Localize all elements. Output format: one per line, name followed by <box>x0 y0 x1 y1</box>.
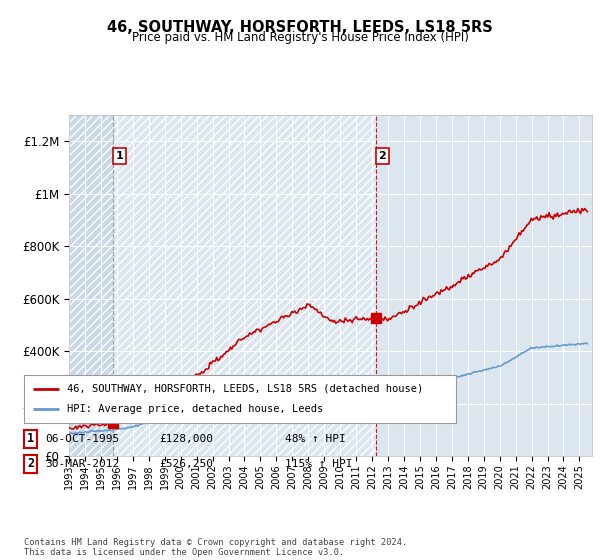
Bar <box>113 115 376 456</box>
Text: Price paid vs. HM Land Registry's House Price Index (HPI): Price paid vs. HM Land Registry's House … <box>131 31 469 44</box>
Text: £526,250: £526,250 <box>159 459 213 469</box>
Text: 1: 1 <box>116 151 124 161</box>
Text: 30-MAR-2012: 30-MAR-2012 <box>45 459 119 469</box>
Text: 2: 2 <box>379 151 386 161</box>
Text: HPI: Average price, detached house, Leeds: HPI: Average price, detached house, Leed… <box>67 404 323 414</box>
Text: 06-OCT-1995: 06-OCT-1995 <box>45 434 119 444</box>
Text: 48% ↑ HPI: 48% ↑ HPI <box>285 434 346 444</box>
Text: 115% ↑ HPI: 115% ↑ HPI <box>285 459 353 469</box>
Text: 46, SOUTHWAY, HORSFORTH, LEEDS, LS18 5RS (detached house): 46, SOUTHWAY, HORSFORTH, LEEDS, LS18 5RS… <box>67 384 424 394</box>
Bar <box>69 115 113 456</box>
Text: 1: 1 <box>27 432 34 445</box>
Text: Contains HM Land Registry data © Crown copyright and database right 2024.
This d: Contains HM Land Registry data © Crown c… <box>24 538 407 557</box>
Text: 2: 2 <box>27 458 34 470</box>
Text: 46, SOUTHWAY, HORSFORTH, LEEDS, LS18 5RS: 46, SOUTHWAY, HORSFORTH, LEEDS, LS18 5RS <box>107 20 493 35</box>
Text: £128,000: £128,000 <box>159 434 213 444</box>
